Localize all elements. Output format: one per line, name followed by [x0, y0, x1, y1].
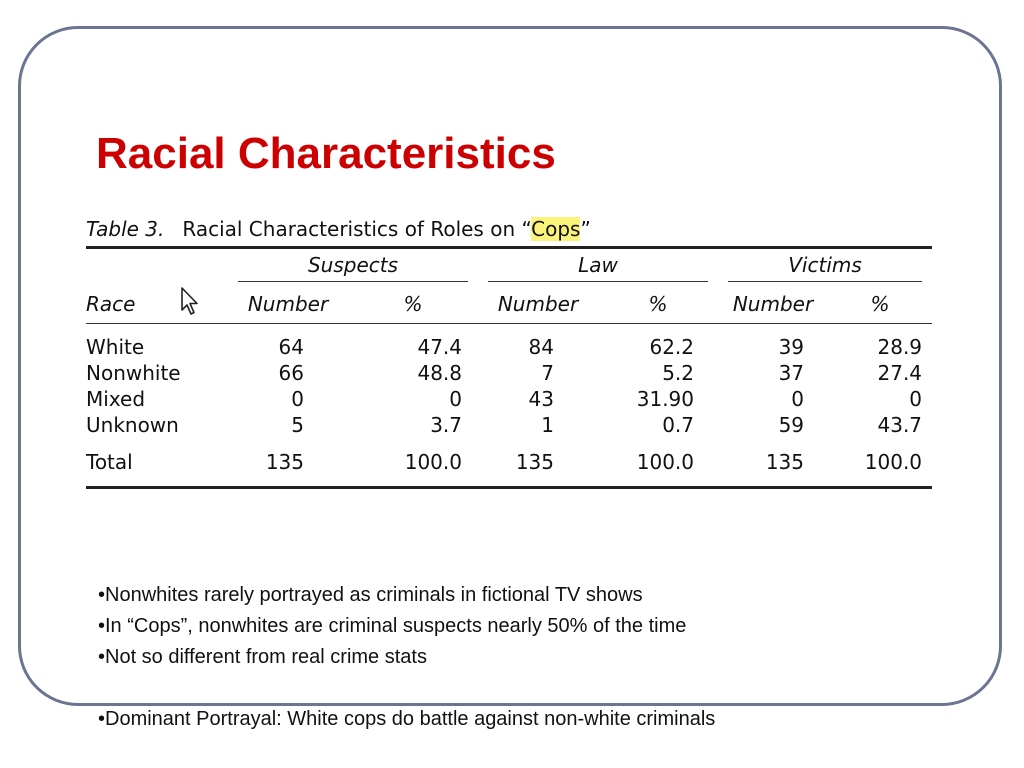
caption-end: ” — [580, 217, 591, 241]
cell: 43.7 — [877, 413, 923, 437]
slide-frame — [18, 26, 1002, 706]
col-header: Number — [247, 292, 329, 316]
row-label: Total — [86, 450, 133, 474]
cell: 1 — [541, 413, 554, 437]
cell: 100.0 — [864, 450, 923, 474]
cell: 28.9 — [877, 335, 923, 359]
cell: 37 — [778, 361, 805, 385]
subheader-row: Race Number % Number % Number % — [86, 285, 932, 324]
row-label: Unknown — [86, 413, 179, 437]
table-row: White 64 47.4 84 62.2 39 28.9 — [86, 324, 932, 360]
caption-highlight: Cops — [531, 217, 581, 241]
row-label: White — [86, 335, 145, 359]
bullet-spacer — [98, 673, 715, 704]
cell: 62.2 — [649, 335, 695, 359]
col-header: Number — [732, 292, 814, 316]
cell: 0.7 — [662, 413, 695, 437]
cell: 84 — [528, 335, 554, 359]
table-caption: Table 3. Racial Characteristics of Roles … — [86, 212, 932, 246]
cell: 0 — [449, 387, 462, 411]
roles-table: Suspects Law Victims Race Number % Numbe… — [86, 249, 933, 486]
table-row: Nonwhite 66 48.8 7 5.2 37 27.4 — [86, 360, 932, 386]
race-header: Race — [86, 292, 136, 316]
caption-label: Table 3. — [86, 217, 165, 241]
header-rule — [86, 323, 933, 324]
cell: 48.8 — [417, 361, 462, 385]
col-header: Number — [497, 292, 579, 316]
cell: 100.0 — [404, 450, 462, 474]
cell: 5.2 — [662, 361, 695, 385]
group-victims: Victims — [718, 249, 932, 285]
group-header-row: Suspects Law Victims — [86, 249, 932, 285]
col-header: % — [403, 292, 423, 316]
cell: 5 — [291, 413, 304, 437]
cell: 0 — [791, 387, 805, 411]
mouse-pointer-icon — [181, 287, 198, 315]
cell: 135 — [515, 450, 554, 474]
cell: 39 — [778, 335, 805, 359]
cell: 135 — [265, 450, 304, 474]
cell: 0 — [909, 387, 923, 411]
cell: 135 — [765, 450, 805, 474]
cell: 7 — [541, 361, 554, 385]
table-row: Mixed 0 0 43 31.90 0 0 — [86, 386, 932, 412]
cell: 64 — [278, 335, 304, 359]
slide-title: Racial Characteristics — [96, 129, 556, 178]
table-row: Unknown 5 3.7 1 0.7 59 43.7 — [86, 412, 932, 438]
cell: 3.7 — [430, 413, 462, 437]
bottom-rule — [86, 486, 932, 489]
bullet-list: •Nonwhites rarely portrayed as criminals… — [98, 580, 715, 735]
bullet-item: •Nonwhites rarely portrayed as criminals… — [98, 584, 643, 606]
data-table: Table 3. Racial Characteristics of Roles … — [86, 212, 933, 489]
bullet-item: •In “Cops”, nonwhites are criminal suspe… — [98, 615, 687, 637]
bullet-item: •Not so different from real crime stats — [98, 646, 427, 668]
cell: 66 — [278, 361, 304, 385]
cell: 47.4 — [417, 335, 462, 359]
cell: 100.0 — [636, 450, 695, 474]
bullet-item: •Dominant Portrayal: White cops do battl… — [98, 708, 716, 730]
cell: 27.4 — [877, 361, 923, 385]
group-suspects: Suspects — [228, 249, 478, 285]
top-rule — [86, 246, 932, 249]
row-label: Nonwhite — [86, 361, 181, 385]
group-law: Law — [478, 249, 718, 285]
total-row: Total 135 100.0 135 100.0 135 100.0 — [86, 438, 932, 486]
cell: 0 — [291, 387, 304, 411]
row-label: Mixed — [86, 387, 146, 411]
cell: 59 — [778, 413, 805, 437]
col-header: % — [648, 292, 668, 316]
col-header: % — [870, 292, 890, 316]
cell: 31.90 — [636, 387, 695, 411]
caption-text: Racial Characteristics of Roles on “ — [182, 217, 532, 241]
cell: 43 — [528, 387, 554, 411]
